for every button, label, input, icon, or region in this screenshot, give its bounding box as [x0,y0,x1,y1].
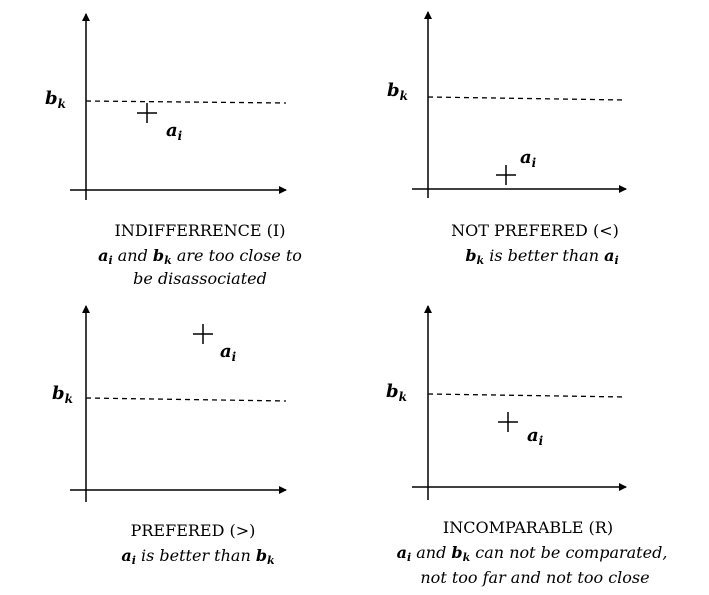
panel-not-prefered: bk ai NOT PREFERED (<) bk is better than… [387,11,627,267]
bk-label: bk [45,88,66,111]
bk-label: bk [387,80,408,103]
bk-label: bk [386,381,407,404]
bk-threshold-line [427,393,627,398]
ai-label: ai [220,341,237,364]
panel-description-line2: be disassociated [133,269,267,288]
ai-point-marker [496,165,516,185]
panel-title: PREFERED (>) [131,521,256,540]
bk-threshold-line [85,100,287,104]
ai-point-marker [137,103,157,123]
panel-indifference: bk ai INDIFFERRENCE (I) ai and bk are to… [45,13,302,288]
panel-description-line2: not too far and not too close [420,568,649,587]
ai-label: ai [166,120,183,143]
panel-incomparable: bk ai INCOMPARABLE (R) ai and bk can not… [386,305,668,587]
ai-point-marker [193,324,213,344]
bk-threshold-line [427,96,627,101]
ai-label: ai [520,147,537,170]
ai-point-marker [498,412,518,432]
panel-title: INCOMPARABLE (R) [443,518,613,537]
panel-description-line1: ai and bk can not be comparated, [397,543,668,564]
bk-threshold-line [85,397,287,402]
ai-label: ai [527,425,544,448]
panel-title: NOT PREFERED (<) [451,221,619,240]
panel-prefered: bk ai PREFERED (>) ai is better than bk [52,305,287,567]
panel-description-line1: ai and bk are too close to [98,246,302,267]
panel-description-line1: ai is better than bk [121,546,275,567]
bk-label: bk [52,383,73,406]
panel-description-line1: bk is better than ai [465,246,618,267]
panel-title: INDIFFERRENCE (I) [115,221,286,240]
